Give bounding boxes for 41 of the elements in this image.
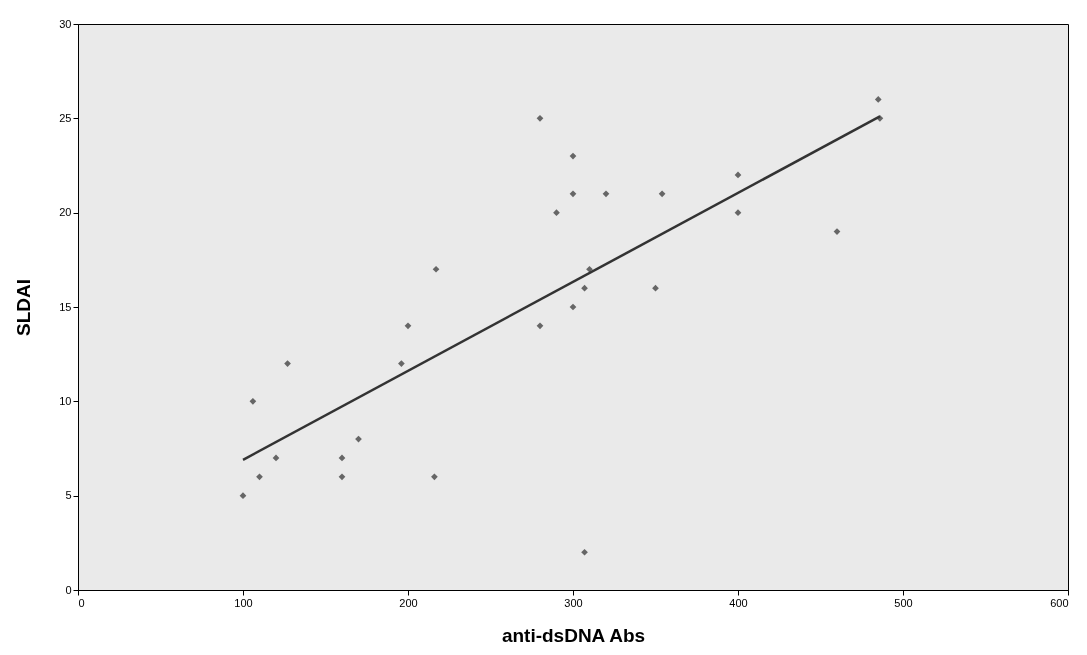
- y-tick-label: 10: [59, 394, 72, 407]
- point: [338, 454, 346, 462]
- point: [536, 322, 544, 330]
- point: [569, 303, 577, 311]
- point: [338, 473, 346, 481]
- y-tick-label: 15: [59, 300, 72, 313]
- point: [586, 265, 593, 273]
- y-tick-label: 25: [59, 111, 72, 124]
- point: [404, 322, 412, 330]
- point: [658, 190, 666, 198]
- point: [734, 171, 742, 179]
- y-tick-label: 20: [59, 206, 72, 219]
- x-axis-title: anti-dsDNA Abs: [501, 624, 646, 646]
- point: [553, 209, 560, 217]
- point: [569, 152, 577, 160]
- point: [602, 190, 610, 198]
- y-tick-label: 0: [65, 583, 72, 596]
- point: [431, 473, 438, 481]
- point: [284, 360, 291, 367]
- point: [398, 360, 405, 367]
- point: [239, 492, 247, 500]
- x-tick-label: 400: [729, 596, 748, 609]
- point: [581, 548, 588, 556]
- point: [272, 454, 280, 462]
- y-axis-title: SLDAI: [13, 279, 35, 336]
- point: [734, 209, 742, 217]
- y-tick-label: 30: [59, 17, 72, 30]
- x-tick-label: 300: [564, 596, 583, 609]
- point: [432, 265, 440, 273]
- point: [256, 473, 263, 481]
- point: [581, 284, 588, 292]
- x-tick-label: 500: [894, 596, 913, 609]
- y-tick-label: 5: [65, 489, 72, 502]
- point: [249, 397, 257, 405]
- point: [874, 96, 882, 103]
- point: [536, 114, 544, 122]
- x-tick-label: 600: [1050, 596, 1069, 609]
- x-tick-label: 100: [234, 596, 253, 609]
- x-tick-label: 0: [78, 596, 85, 609]
- point: [569, 190, 577, 198]
- x-tick-label: 200: [399, 596, 418, 609]
